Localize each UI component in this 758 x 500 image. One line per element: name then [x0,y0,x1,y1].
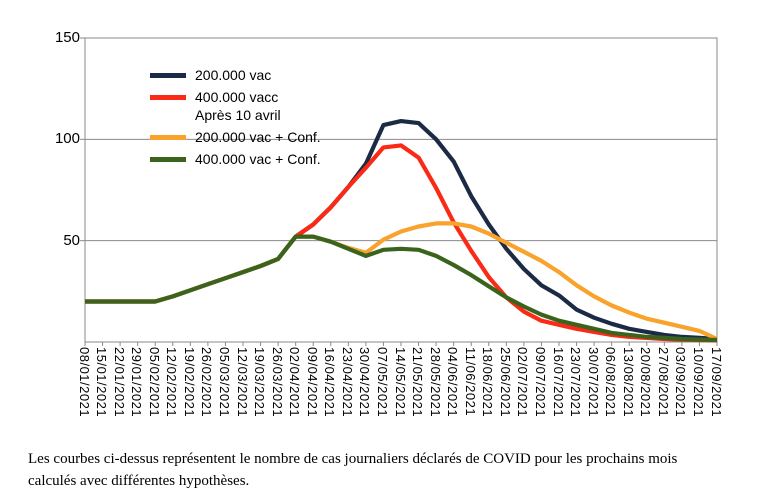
x-tick-label: 29/01/2021 [129,347,145,418]
legend-label: 400.000 vacc [195,89,279,105]
x-tick-label: 21/05/2021 [410,347,426,418]
x-tick-label: 26/03/2021 [269,347,285,418]
x-tick-label: 05/02/2021 [146,347,162,418]
legend-label: 200.000 vac + Conf. [195,129,321,145]
x-tick-label: 18/06/2021 [480,347,496,418]
x-tick-label: 03/09/2021 [673,347,689,418]
x-tick-label: 02/04/2021 [287,347,303,418]
x-tick-label: 25/06/2021 [497,347,513,418]
legend-color-swatch [150,157,186,162]
x-tick-label: 12/03/2021 [234,347,250,418]
legend-label: 400.000 vac + Conf. [195,151,321,167]
legend-color-swatch [150,135,186,140]
x-tick-label: 04/06/2021 [445,347,461,418]
y-tick-label: 150 [54,29,80,46]
legend-entry: 400.000 vac + Conf. [150,150,321,168]
x-tick-label: 13/08/2021 [620,347,636,418]
x-tick-label: 30/04/2021 [357,347,373,418]
x-tick-label: 22/01/2021 [111,347,127,418]
legend-entry: 400.000 vacc Après 10 avril [150,88,321,124]
x-tick-label: 09/04/2021 [304,347,320,418]
x-tick-label: 12/02/2021 [164,347,180,418]
x-tick-label: 14/05/2021 [392,347,408,418]
x-tick-label: 23/07/2021 [568,347,584,418]
legend-entry: 200.000 vac [150,66,321,84]
x-tick-label: 02/07/2021 [515,347,531,418]
x-tick-label: 15/01/2021 [94,347,110,418]
series-line-3 [85,234,718,343]
x-tick-label: 10/09/2021 [690,347,706,418]
x-tick-label: 06/08/2021 [603,347,619,418]
x-tick-label: 05/03/2021 [216,347,232,418]
x-tick-label: 30/07/2021 [585,347,601,418]
x-tick-label: 17/09/2021 [708,347,724,418]
x-tick-label: 20/08/2021 [638,347,654,418]
x-tick-label: 19/03/2021 [252,347,268,418]
x-tick-label: 23/04/2021 [339,347,355,418]
legend-entry: 200.000 vac + Conf. [150,128,321,146]
y-tick-label: 50 [63,231,80,249]
x-tick-label: 07/05/2021 [374,347,390,418]
legend-label: 200.000 vac [195,67,272,83]
x-tick-label: 28/05/2021 [427,347,443,418]
x-tick-label: 16/07/2021 [550,347,566,418]
legend-sublabel: Après 10 avril [195,107,281,123]
x-tick-label: 09/07/2021 [532,347,548,418]
chart-caption: Les courbes ci-dessus représentent le no… [28,451,678,489]
x-tick-label: 19/02/2021 [181,347,197,418]
x-tick-label: 08/01/2021 [76,347,92,418]
x-tick-label: 26/02/2021 [199,347,215,418]
x-tick-label: 27/08/2021 [655,347,671,418]
x-tick-label: 16/04/2021 [322,347,338,418]
legend: 200.000 vac 400.000 vacc Après 10 avril 200… [150,66,321,172]
legend-color-swatch [150,73,186,78]
x-tick-label: 11/06/2021 [462,347,478,417]
y-tick-label: 100 [54,130,80,148]
legend-color-swatch [150,95,186,100]
